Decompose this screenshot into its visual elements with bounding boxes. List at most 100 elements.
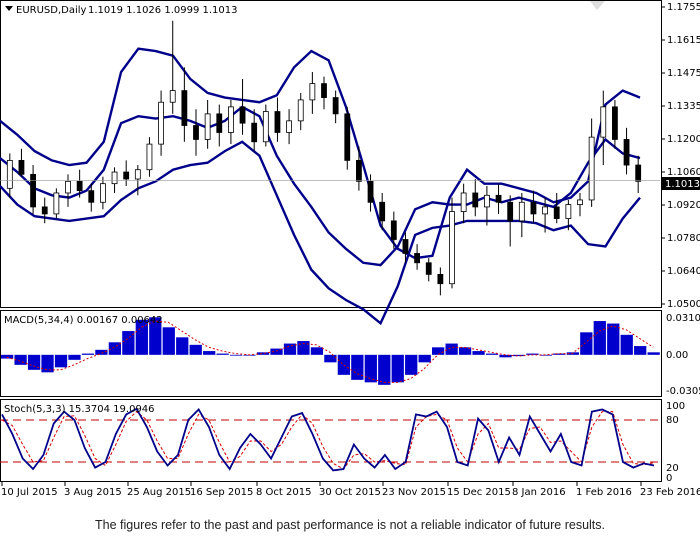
date-tick-label: 3 Aug 2015 (64, 487, 122, 498)
candle-body (484, 194, 490, 208)
date-tick-label: 15 Dec 2015 (447, 487, 511, 498)
candle-body (635, 164, 642, 182)
macd-bar (620, 334, 633, 355)
macd-bar (472, 351, 485, 355)
macd-bar (162, 327, 175, 355)
triangle-down-icon[interactable] (5, 6, 13, 11)
stoch-tick-label: 0 (666, 473, 672, 484)
macd-bar (283, 343, 297, 355)
macd-bar (189, 344, 202, 355)
candle-body (449, 211, 455, 285)
macd-bar (607, 323, 620, 355)
candle-body (88, 190, 95, 203)
candle-body (239, 106, 246, 124)
macd-tick-label: -0.03052 (666, 386, 700, 397)
candle-body (460, 192, 467, 212)
candle-body (414, 253, 420, 264)
macd-bar (593, 321, 606, 355)
candle-body (6, 159, 13, 189)
candle-body (53, 192, 60, 215)
stoch-label: Stoch(5,3,3) 15.3704 19.0946 (4, 404, 155, 415)
price-tick-label: 1.1475 (667, 68, 700, 79)
macd-bar (351, 354, 364, 380)
macd-bar (445, 343, 458, 355)
price-series-layer (0, 20, 660, 326)
candle-body (251, 122, 258, 143)
date-tick-label: 23 Nov 2015 (382, 487, 446, 498)
date-tick-label: 30 Oct 2015 (319, 487, 381, 498)
price-tick-label: 1.0500 (667, 299, 700, 310)
stoch-tick-label: 100 (666, 401, 685, 412)
candle-body (577, 199, 583, 206)
macd-bar (512, 354, 526, 357)
macd-bar (580, 332, 593, 355)
candle-body (612, 106, 618, 140)
candle-body (542, 206, 548, 215)
date-tick-label: 8 Oct 2015 (256, 487, 311, 498)
macd-bar (41, 354, 54, 373)
macd-bar (14, 354, 27, 365)
macd-bar (135, 319, 148, 355)
stoch-signal-line (1, 410, 655, 470)
candle-body (356, 159, 362, 182)
ohlc-label: 1.1019 1.1026 1.0999 1.1013 (88, 5, 238, 16)
chart-container: 1.1755 1.1615 1.1475 1.1335 1.1200 1.1060 1.09… (0, 0, 700, 498)
macd-bar (149, 317, 162, 355)
candle-body (332, 97, 339, 115)
date-tick-label: 1 Feb 2016 (576, 487, 632, 498)
macd-bar (203, 351, 216, 355)
macd-bar (81, 353, 95, 355)
candle-body (286, 120, 292, 133)
macd-bar (526, 353, 539, 355)
candle-body (18, 159, 25, 175)
candle-body (379, 201, 386, 222)
candle-body (321, 83, 327, 98)
candle-body (181, 90, 188, 126)
macd-bar (68, 354, 81, 360)
price-tick-label: 1.1335 (667, 101, 700, 112)
candle-body (158, 101, 164, 145)
stoch-main-line (1, 407, 655, 472)
corner-marker-icon (590, 1, 605, 10)
candle-body (402, 239, 409, 254)
disclaimer-text: The figures refer to the past and past p… (95, 518, 605, 532)
candle-body (111, 171, 118, 185)
candle-body (274, 111, 281, 133)
macd-bar (391, 354, 404, 383)
macd-bar (54, 354, 68, 368)
candle-body (530, 201, 537, 215)
candle-body (297, 99, 304, 122)
candle-body (123, 171, 130, 180)
candle-body (134, 169, 141, 180)
symbol-label: EURUSD,Daily (16, 5, 87, 16)
candle-body (425, 262, 432, 275)
candle-body (65, 180, 71, 194)
macd-bar (553, 353, 566, 355)
candle-body (344, 113, 351, 161)
candle-body (146, 143, 153, 171)
macd-bar (324, 354, 337, 363)
date-tick-label: 16 Sep 2015 (190, 487, 253, 498)
candle-body (518, 201, 525, 222)
candle-body (367, 180, 374, 203)
macd-bar (485, 353, 499, 355)
current-price-box (662, 177, 700, 190)
date-tick-label: 23 Feb 2016 (640, 487, 700, 498)
candle-body (565, 204, 572, 219)
price-tick-label: 1.0780 (667, 233, 700, 244)
candle-body (553, 206, 560, 219)
macd-bar (405, 354, 418, 375)
price-tick-label: 1.1200 (667, 134, 700, 145)
candle-body (216, 113, 223, 133)
macd-bar (418, 354, 431, 363)
macd-bar (337, 354, 351, 375)
macd-bar (310, 347, 324, 355)
date-tick-label: 10 Jul 2015 (1, 487, 58, 498)
price-pane (0, 0, 662, 308)
macd-bar (364, 354, 377, 383)
current-price-label: 1.1013 (665, 179, 700, 190)
candle-body (76, 180, 83, 192)
candle-body (228, 106, 234, 133)
macd-bar (216, 353, 229, 355)
stoch-series-layer (0, 407, 660, 472)
